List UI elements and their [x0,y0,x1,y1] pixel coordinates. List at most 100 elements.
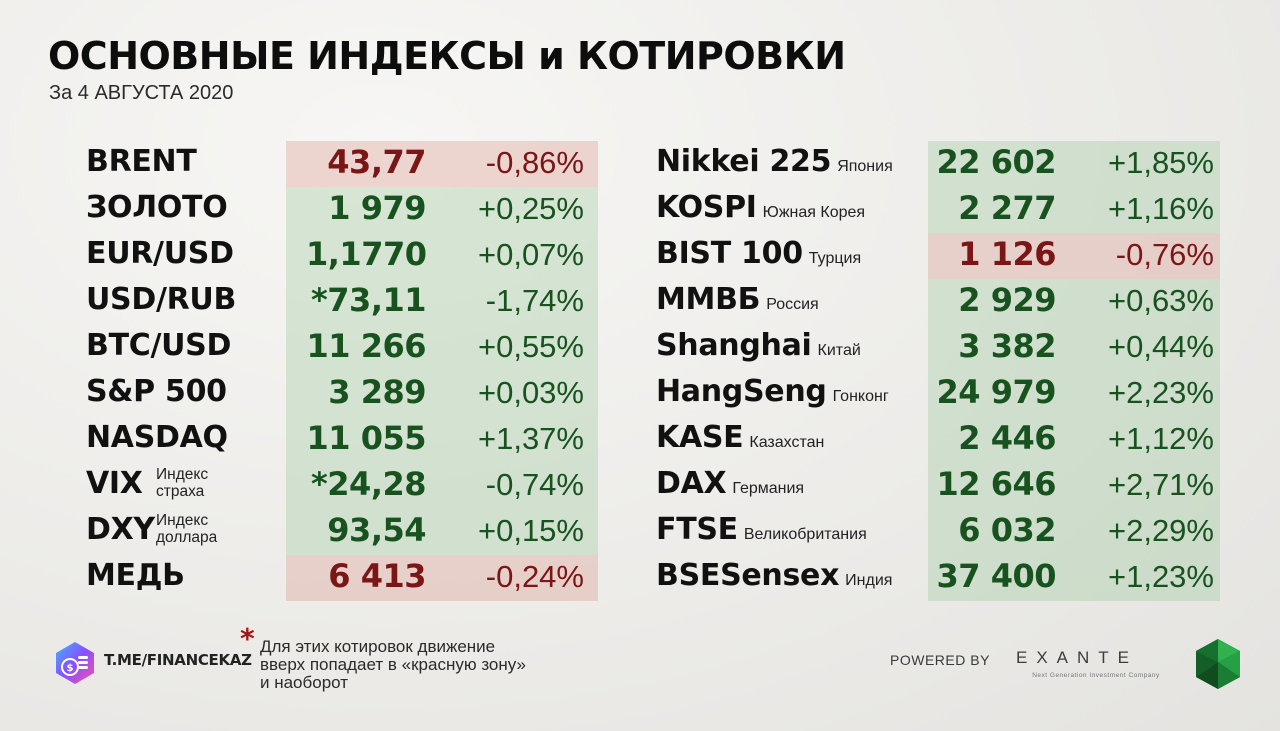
quote-row-highlight [286,233,598,279]
index-name-text: Nikkei 225 [656,144,832,179]
quote-change: +0,25% [477,191,584,226]
index-row-highlight [928,555,1220,601]
index-change: +2,29% [1107,513,1214,548]
quote-name: EUR/USD [86,236,234,271]
footnote-line: Для этих котировок движение [260,637,496,656]
quote-value: 1,1770 [306,235,427,273]
index-name: KOSPI Южная Корея [656,190,865,225]
quote-change: -0,86% [485,145,584,180]
index-row-highlight [928,463,1220,509]
index-change: +0,44% [1107,329,1214,364]
index-change: +1,12% [1107,421,1214,456]
index-value: 22 602 [936,143,1057,181]
index-change: -0,76% [1115,237,1214,272]
quote-change: +0,03% [477,375,584,410]
index-country: Турция [808,250,862,267]
index-name: KASE Казахстан [656,420,824,455]
index-name: HangSeng Гонконг [656,374,889,409]
index-value: 2 446 [958,419,1056,457]
page-title: ОСНОВНЫЕ ИНДЕКСЫ и КОТИРОВКИ [48,34,846,78]
quote-value: 43,77 [327,143,426,181]
index-name-text: ММВБ [656,282,761,317]
quote-change: -0,74% [485,467,584,502]
quote-change: +1,37% [477,421,584,456]
index-country: Казахстан [749,434,825,451]
quote-row-highlight [286,325,598,371]
quote-name: BTC/USD [86,328,232,363]
index-name: BSESensex Индия [656,558,892,593]
footnote-text: Для этих котировок движение вверх попада… [260,638,640,692]
index-name-text: Shanghai [656,328,812,363]
index-name: ММВБ Россия [656,282,819,317]
index-name-text: FTSE [656,512,738,547]
footnote-asterisk: * [240,622,255,655]
index-value: 1 126 [958,235,1056,273]
index-row-highlight [928,279,1220,325]
quote-name: BRENT [86,144,197,179]
index-name-text: BIST 100 [656,236,803,271]
index-name: Nikkei 225 Япония [656,144,893,179]
index-value: 2 929 [958,281,1056,319]
index-change: +1,16% [1107,191,1214,226]
index-country: Индия [845,572,893,589]
quote-value: 3 289 [328,373,426,411]
index-row-highlight [928,509,1220,555]
telegram-channel-link[interactable]: T.ME/FINANCEKAZ [104,651,252,669]
quote-value: 11 266 [306,327,427,365]
index-row-highlight [928,187,1220,233]
quote-change: -0,24% [485,559,584,594]
index-change: +2,71% [1107,467,1214,502]
exante-wordmark: EXANTE [1016,648,1139,667]
quote-name: S&P 500 [86,374,227,409]
quote-value: 93,54 [327,511,426,549]
quote-value: *24,28 [311,465,426,503]
quote-value: 6 413 [328,557,426,595]
index-name: BIST 100 Турция [656,236,861,271]
index-country: Гонконг [832,388,889,405]
quote-change: -1,74% [485,283,584,318]
footnote-line: вверх попадает в «красную зону» [260,655,526,674]
svg-text:$: $ [67,663,74,674]
quote-note: Индекс доллара [156,512,246,546]
index-value: 37 400 [936,557,1057,595]
index-country: Южная Корея [762,204,866,221]
index-name-text: KOSPI [656,190,757,225]
quote-change: +0,55% [477,329,584,364]
index-change: +0,63% [1107,283,1214,318]
index-value: 24 979 [936,373,1057,411]
quote-name: USD/RUB [86,282,237,317]
index-row-highlight [928,233,1220,279]
index-name: FTSE Великобритания [656,512,867,547]
index-country: Китай [817,342,861,359]
powered-by-label: POWERED BY [890,652,990,668]
quote-name: ЗОЛОТО [86,190,228,225]
index-country: Япония [837,158,893,175]
quote-name: DXY [86,512,155,547]
quote-name: NASDAQ [86,420,228,455]
quote-row-highlight [286,509,598,555]
quote-name: VIX [86,466,143,501]
quote-row-highlight [286,555,598,601]
index-name: DAX Германия [656,466,804,501]
quote-change: +0,15% [477,513,584,548]
index-name-text: BSESensex [656,558,840,593]
index-name-text: DAX [656,466,727,501]
quote-row-highlight [286,279,598,325]
quote-row-highlight [286,187,598,233]
index-row-highlight [928,417,1220,463]
index-value: 2 277 [958,189,1056,227]
exante-tagline: Next Generation Investment Company [1032,672,1160,679]
index-change: +2,23% [1107,375,1214,410]
quote-note: Индекс страха [156,466,246,500]
quote-row-highlight [286,463,598,509]
index-value: 12 646 [936,465,1057,503]
financekaz-logo-icon: $ [56,642,94,684]
index-country: Германия [732,480,805,497]
index-change: +1,23% [1107,559,1214,594]
quote-note-text: Индекс страха [156,466,209,500]
page-subtitle-date: За 4 АВГУСТА 2020 [49,82,234,104]
index-row-highlight [928,371,1220,417]
index-value: 6 032 [958,511,1056,549]
quote-row-highlight [286,141,598,187]
index-country: Великобритания [743,526,867,543]
